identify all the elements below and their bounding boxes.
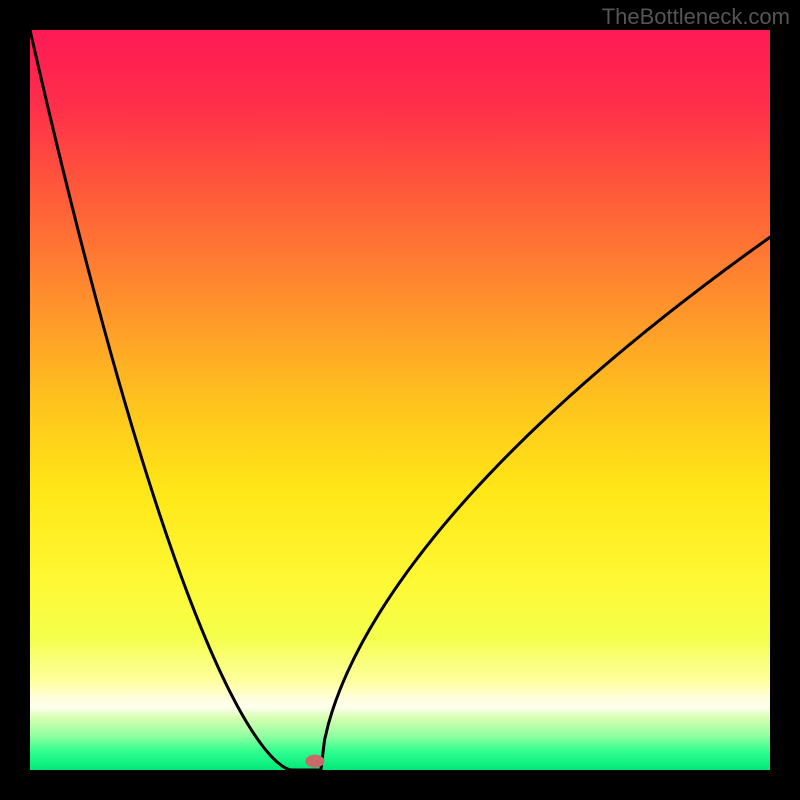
bottleneck-chart	[30, 30, 770, 770]
optimal-point-marker	[306, 755, 324, 767]
plot-background	[30, 30, 770, 770]
watermark-label: TheBottleneck.com	[602, 4, 790, 30]
